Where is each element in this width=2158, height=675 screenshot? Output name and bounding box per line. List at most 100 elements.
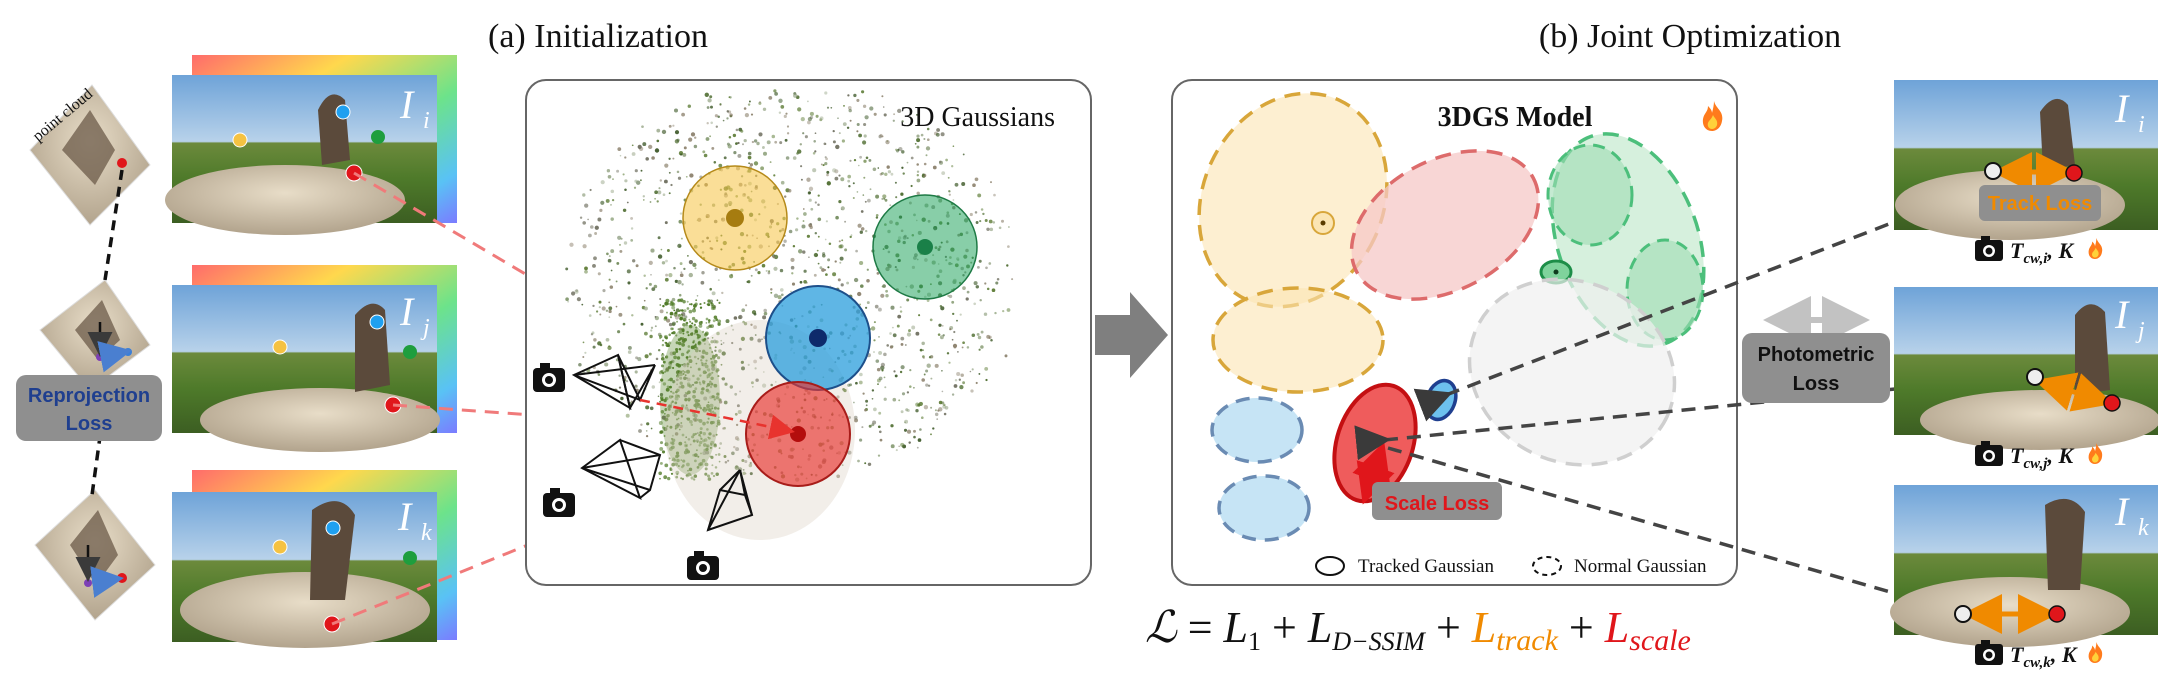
frame-sub: i xyxy=(2138,112,2145,138)
point-cloud-dot xyxy=(672,124,675,127)
point-cloud-dot xyxy=(713,406,717,410)
point-cloud-dot xyxy=(758,132,763,137)
point-cloud-dot xyxy=(671,322,676,327)
point-cloud-dot xyxy=(980,330,984,334)
point-cloud-dot xyxy=(792,244,796,248)
point-cloud-dot xyxy=(865,404,868,407)
point-cloud-dot xyxy=(858,133,863,138)
point-cloud-dot xyxy=(689,419,693,424)
point-cloud-dot xyxy=(881,369,884,372)
point-cloud-dot xyxy=(901,120,904,123)
point-cloud-dot xyxy=(824,238,827,241)
point-cloud-dot xyxy=(630,227,634,230)
point-cloud-dot xyxy=(608,316,611,319)
point-cloud-dot xyxy=(741,458,745,463)
gaussian-red-center xyxy=(790,426,806,442)
point-cloud-dot xyxy=(916,446,919,449)
point-cloud-dot xyxy=(876,272,880,275)
point-cloud-dot xyxy=(671,395,674,398)
point-cloud-dot xyxy=(659,446,664,451)
point-cloud-dot xyxy=(738,314,743,320)
point-cloud-dot xyxy=(661,343,665,347)
pose-label-j: Tcw,j, K xyxy=(1975,441,2103,472)
point-cloud-dot xyxy=(838,132,841,135)
point-cloud-dot xyxy=(1011,278,1014,281)
point-cloud-dot xyxy=(608,345,611,348)
point-cloud-dot xyxy=(808,256,810,259)
point-cloud-dot xyxy=(962,381,965,385)
point-cloud-dot xyxy=(979,220,982,223)
point-cloud-dot xyxy=(988,219,993,224)
point-cloud-dot xyxy=(861,426,864,429)
point-cloud-dot xyxy=(900,336,905,341)
point-cloud-dot xyxy=(631,144,634,147)
point-cloud-dot xyxy=(691,316,696,321)
point-cloud-dot xyxy=(814,132,817,135)
point-cloud-dot xyxy=(671,400,674,404)
point-cloud-dot xyxy=(610,217,614,221)
point-cloud-dot xyxy=(778,98,783,103)
point-cloud-dot xyxy=(772,255,776,259)
point-cloud-dot xyxy=(770,288,773,291)
point-cloud-dot xyxy=(909,369,912,372)
point-cloud-dot xyxy=(631,314,634,317)
point-cloud-dot xyxy=(686,417,689,420)
reprojection-loss-box xyxy=(16,375,162,441)
point-cloud-dot xyxy=(849,119,852,122)
point-cloud-dot xyxy=(643,274,646,278)
point-cloud-dot xyxy=(696,449,698,452)
point-cloud-dot xyxy=(678,394,680,397)
point-cloud-dot xyxy=(597,217,602,222)
point-cloud-dot xyxy=(659,392,664,397)
point-cloud-dot xyxy=(701,458,706,463)
point-cloud-dot xyxy=(711,464,714,467)
point-cloud-dot xyxy=(930,406,933,409)
point-cloud-dot xyxy=(676,454,680,458)
reprojection-double-arrow-2 xyxy=(90,566,124,598)
point-cloud-dot xyxy=(892,119,895,122)
point-cloud-dot xyxy=(744,112,750,118)
point-cloud-dot xyxy=(693,344,697,349)
point-cloud-dot xyxy=(602,289,606,293)
point-cloud-dot xyxy=(592,304,595,308)
point-cloud-dot xyxy=(694,343,697,346)
point-cloud-dot xyxy=(625,413,630,418)
point-cloud-dot xyxy=(650,326,654,329)
point-cloud-dot xyxy=(916,145,920,149)
point-cloud-dot xyxy=(889,332,892,335)
point-cloud-dot xyxy=(654,148,660,153)
point-cloud-dot xyxy=(875,359,880,363)
point-cloud-dot xyxy=(865,156,869,160)
point-cloud-dot xyxy=(669,311,674,316)
point-cloud-dot xyxy=(696,295,699,297)
point-cloud-dot xyxy=(877,383,879,385)
point-cloud-dot xyxy=(709,403,714,408)
point-cloud-dot xyxy=(674,427,677,430)
point-cloud-dot xyxy=(642,195,645,198)
point-cloud-dot xyxy=(683,363,686,366)
point-cloud-dot xyxy=(974,177,979,182)
point-cloud-dot xyxy=(710,121,713,125)
point-cloud-dot xyxy=(673,108,679,113)
point-cloud-dot xyxy=(688,359,693,364)
point-cloud-dot xyxy=(951,393,955,396)
point-cloud-dot xyxy=(941,369,943,372)
loss-equation: ℒ = L1 + LD−SSIM + Ltrack + Lscale xyxy=(1145,603,1691,657)
point-cloud-dot xyxy=(843,388,847,393)
point-cloud-dot xyxy=(977,335,982,340)
point-cloud-dot xyxy=(639,179,642,182)
point-cloud-dot xyxy=(748,100,751,103)
point-cloud-dot xyxy=(708,407,713,412)
point-cloud-dot xyxy=(706,122,709,125)
point-cloud-dot xyxy=(744,459,748,464)
point-cloud-dot xyxy=(952,145,955,148)
point-cloud-dot xyxy=(984,367,989,371)
point-cloud-dot xyxy=(878,430,882,434)
point-cloud-dot xyxy=(680,422,683,424)
photometric-loss-line2: Loss xyxy=(1793,373,1840,395)
point-cloud-dot xyxy=(645,405,650,410)
point-cloud-dot xyxy=(823,142,827,146)
point-cloud-dot xyxy=(689,366,692,369)
point-cloud-dot xyxy=(645,157,649,161)
point-cloud-dot xyxy=(712,395,716,399)
